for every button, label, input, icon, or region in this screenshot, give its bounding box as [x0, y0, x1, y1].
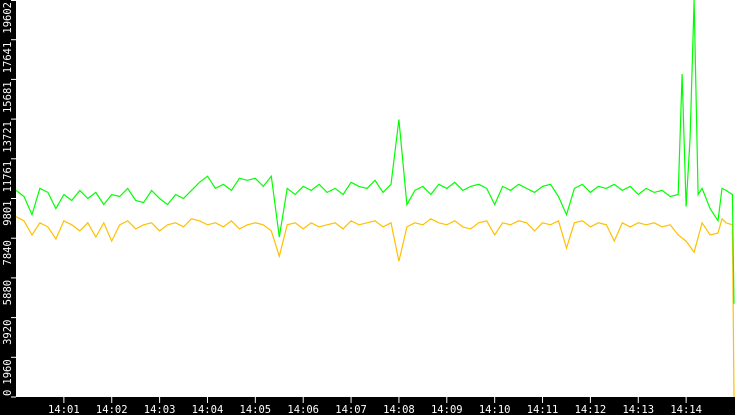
- series-line-0: [15, 0, 735, 304]
- y-tick-label: 5880: [2, 280, 14, 305]
- y-tick-label: 9801: [2, 201, 14, 226]
- x-tick-label: 14:02: [96, 404, 128, 415]
- x-tick-label: 14:06: [287, 404, 319, 415]
- x-axis: 14:01 14:02 14:03 14:04 14:05 14:06 14:07 14:08…: [48, 397, 702, 415]
- x-tick-label: 14:13: [622, 404, 654, 415]
- plot-area: [16, 0, 735, 397]
- series-line-1: [15, 216, 735, 398]
- y-axis: 0 1960 3920 5880 7840 9801 11761 13721 15681 1764…: [2, 0, 16, 398]
- y-tick-label: 3920: [2, 320, 14, 345]
- x-tick-label: 14:01: [48, 404, 80, 415]
- x-tick-label: 14:12: [575, 404, 607, 415]
- x-tick-label: 14:05: [240, 404, 272, 415]
- y-tick-label: 1960: [2, 359, 14, 384]
- y-tick-label: 15681: [2, 81, 14, 113]
- y-tick-label: 11761: [2, 161, 14, 193]
- series-layer: [15, 0, 735, 398]
- x-tick-label: 14:07: [335, 404, 367, 415]
- x-tick-label: 14:09: [431, 404, 463, 415]
- y-tick-label: 7840: [2, 240, 14, 265]
- y-tick-label: 0: [2, 390, 14, 396]
- x-tick-label: 14:10: [479, 404, 511, 415]
- y-tick-label: 17641: [2, 42, 14, 74]
- x-tick-label: 14:11: [527, 404, 559, 415]
- x-tick-label: 14:04: [192, 404, 224, 415]
- y-tick-label: 13721: [2, 121, 14, 153]
- y-tick-label: 19602: [2, 2, 14, 34]
- x-tick-label: 14:14: [670, 404, 702, 415]
- x-tick-label: 14:03: [144, 404, 176, 415]
- x-tick-label: 14:08: [383, 404, 415, 415]
